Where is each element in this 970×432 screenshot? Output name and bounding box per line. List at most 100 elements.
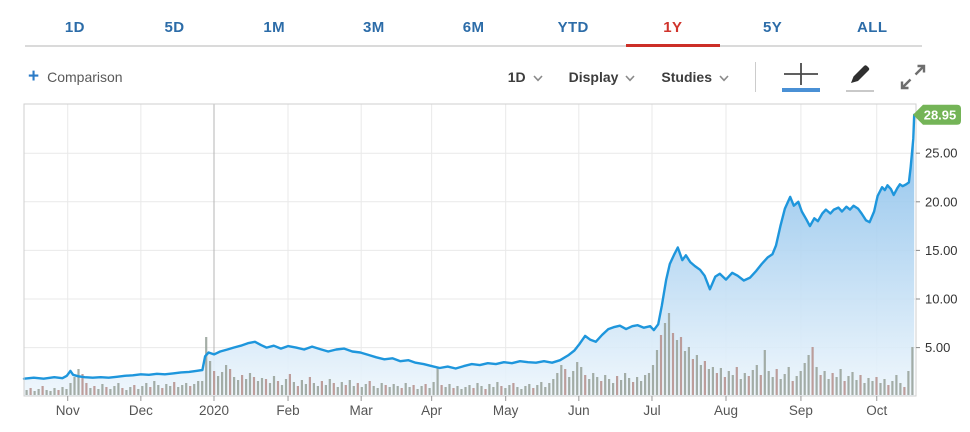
volume-bar [248,373,252,395]
volume-bar [907,371,910,395]
tab-5y[interactable]: 5Y [762,19,783,36]
tab-3m[interactable]: 3M [363,19,385,36]
volume-bar [197,381,200,395]
volume-bar [472,388,475,395]
tab-all[interactable]: ALL [857,19,888,36]
tab-6m[interactable]: 6M [462,19,485,36]
volume-bar [895,375,898,395]
volume-bar [811,347,814,395]
volume-bar [133,385,136,395]
volume-bar [372,386,375,395]
volume-bar [49,391,52,395]
volume-bar [911,347,914,395]
crosshair-tool-button[interactable] [782,62,820,92]
volume-bar [783,374,786,395]
volume-bar [268,383,272,395]
periodicity-dropdown[interactable]: 1D [508,69,543,85]
volume-bar [65,389,68,395]
volume-bar [256,381,260,395]
display-dropdown-label: Display [568,69,619,85]
volume-bar [695,355,698,395]
display-dropdown[interactable]: Display [569,69,636,85]
volume-bar [871,381,874,395]
volume-bar [887,385,890,395]
volume-bar [528,384,531,395]
tab-ytd[interactable]: YTD [557,19,589,36]
tab-1m[interactable]: 1M [263,19,285,36]
volume-bar [37,389,40,395]
volume-bar [444,387,447,395]
volume-bar [707,369,710,395]
expand-icon [900,64,926,90]
volume-bars [25,313,914,395]
tab-1y[interactable]: 1Y [623,12,723,47]
volume-bar [667,313,671,395]
volume-bar [671,333,675,395]
volume-bar [41,386,44,395]
y-axis-label: 15.00 [925,243,958,258]
add-comparison-button[interactable]: + Comparison [28,65,123,87]
volume-bar [336,387,339,395]
studies-dropdown[interactable]: Studies [661,69,729,85]
volume-bar [73,377,76,395]
volume-bar [464,387,467,395]
volume-bar [520,389,523,395]
volume-bar [843,381,846,395]
plot-area[interactable] [24,104,916,396]
volume-bar [480,386,483,395]
y-axis-label: 5.00 [925,340,950,355]
volume-bar [759,375,762,395]
active-tool-underline [782,88,820,92]
volume-bar [45,390,48,395]
volume-bar [767,371,770,395]
volume-bar [552,379,555,395]
volume-bar [839,369,842,395]
volume-bar [181,385,184,395]
x-axis-label: May [493,403,519,418]
volume-bar [659,335,663,395]
volume-bar [620,380,623,395]
volume-bar [683,351,687,395]
volume-bar [616,376,619,395]
volume-bar [205,337,208,395]
volume-bar [456,386,459,395]
volume-bar [392,384,395,395]
volume-bar [117,383,120,395]
tab-5d[interactable]: 5D [164,19,185,36]
volume-bar [504,388,507,395]
pencil-icon [851,64,870,83]
volume-bar [388,387,391,395]
expand-button[interactable] [900,64,926,90]
volume-bar [516,387,519,395]
volume-bar [632,382,635,395]
volume-bar [584,375,587,395]
volume-bar [476,383,479,395]
volume-bar [436,367,439,395]
volume-bar [703,361,706,395]
volume-bar [416,389,419,395]
draw-tool-button[interactable] [846,63,874,92]
plus-icon: + [28,65,40,87]
volume-bar [193,384,196,395]
volume-bar [723,377,726,395]
volume-bar [376,388,379,395]
volume-bar [883,379,886,395]
tab-1d[interactable]: 1D [64,19,85,36]
volume-bar [229,369,232,395]
chart-toolbar: + Comparison 1D Display Studies [0,57,970,97]
volume-bar [53,388,56,395]
volume-bar [356,383,359,395]
volume-bar [69,383,72,395]
volume-bar [368,381,371,395]
x-axis-label: 2020 [199,403,229,418]
chevron-down-icon [719,75,729,82]
volume-bar [432,382,435,395]
volume-bar [827,379,830,395]
volume-bar [867,378,870,395]
volume-bar [241,375,244,395]
volume-bar [280,385,284,395]
volume-bar [655,350,659,395]
volume-bar [468,385,471,395]
volume-bar [209,361,212,395]
volume-bar [775,369,778,395]
